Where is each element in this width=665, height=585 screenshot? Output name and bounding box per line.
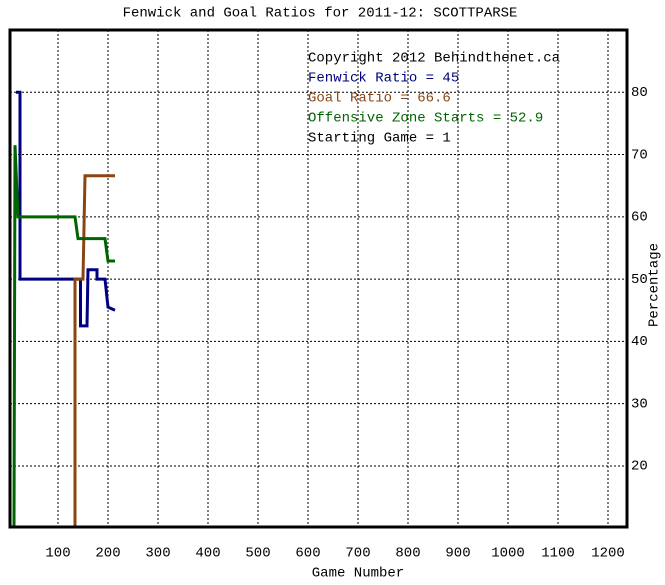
x-tick-label: 1200 [591, 546, 625, 562]
x-tick-label: 200 [95, 546, 120, 562]
series-line [12, 145, 115, 528]
series-line [73, 174, 115, 527]
plot-frame [8, 28, 629, 529]
x-tick-label: 1000 [491, 546, 525, 562]
legend-entry: Offensive Zone Starts = 52.9 [308, 111, 543, 127]
x-tick-label: 700 [345, 546, 370, 562]
y-tick-label: 60 [631, 210, 648, 226]
y-tick-label: 30 [631, 396, 648, 412]
y-tick-label: 20 [631, 459, 648, 475]
x-tick-label: 600 [295, 546, 320, 562]
y-axis-label: Percentage [647, 243, 663, 327]
legend-entry: Goal Ratio = 66.6 [308, 91, 451, 107]
chart-title: Fenwick and Goal Ratios for 2011-12: SCO… [123, 6, 518, 22]
y-tick-label: 50 [631, 272, 648, 288]
x-tick-label: 400 [195, 546, 220, 562]
y-tick-label: 80 [631, 85, 648, 101]
x-axis-label: Game Number [312, 566, 404, 580]
x-tick-label: 500 [245, 546, 270, 562]
y-tick-label: 40 [631, 334, 648, 350]
series-line [16, 90, 116, 328]
x-tick-label: 900 [445, 546, 470, 562]
x-tick-label: 800 [395, 546, 420, 562]
x-tick-label: 100 [45, 546, 70, 562]
x-tick-label: 300 [145, 546, 170, 562]
annotation: Copyright 2012 Behindthenet.ca [308, 51, 560, 67]
y-tick-label: 70 [631, 147, 648, 163]
footer-text: Starting Game = 1 [308, 131, 451, 147]
x-tick-label: 1100 [541, 546, 575, 562]
legend-entry: Fenwick Ratio = 45 [308, 71, 459, 87]
